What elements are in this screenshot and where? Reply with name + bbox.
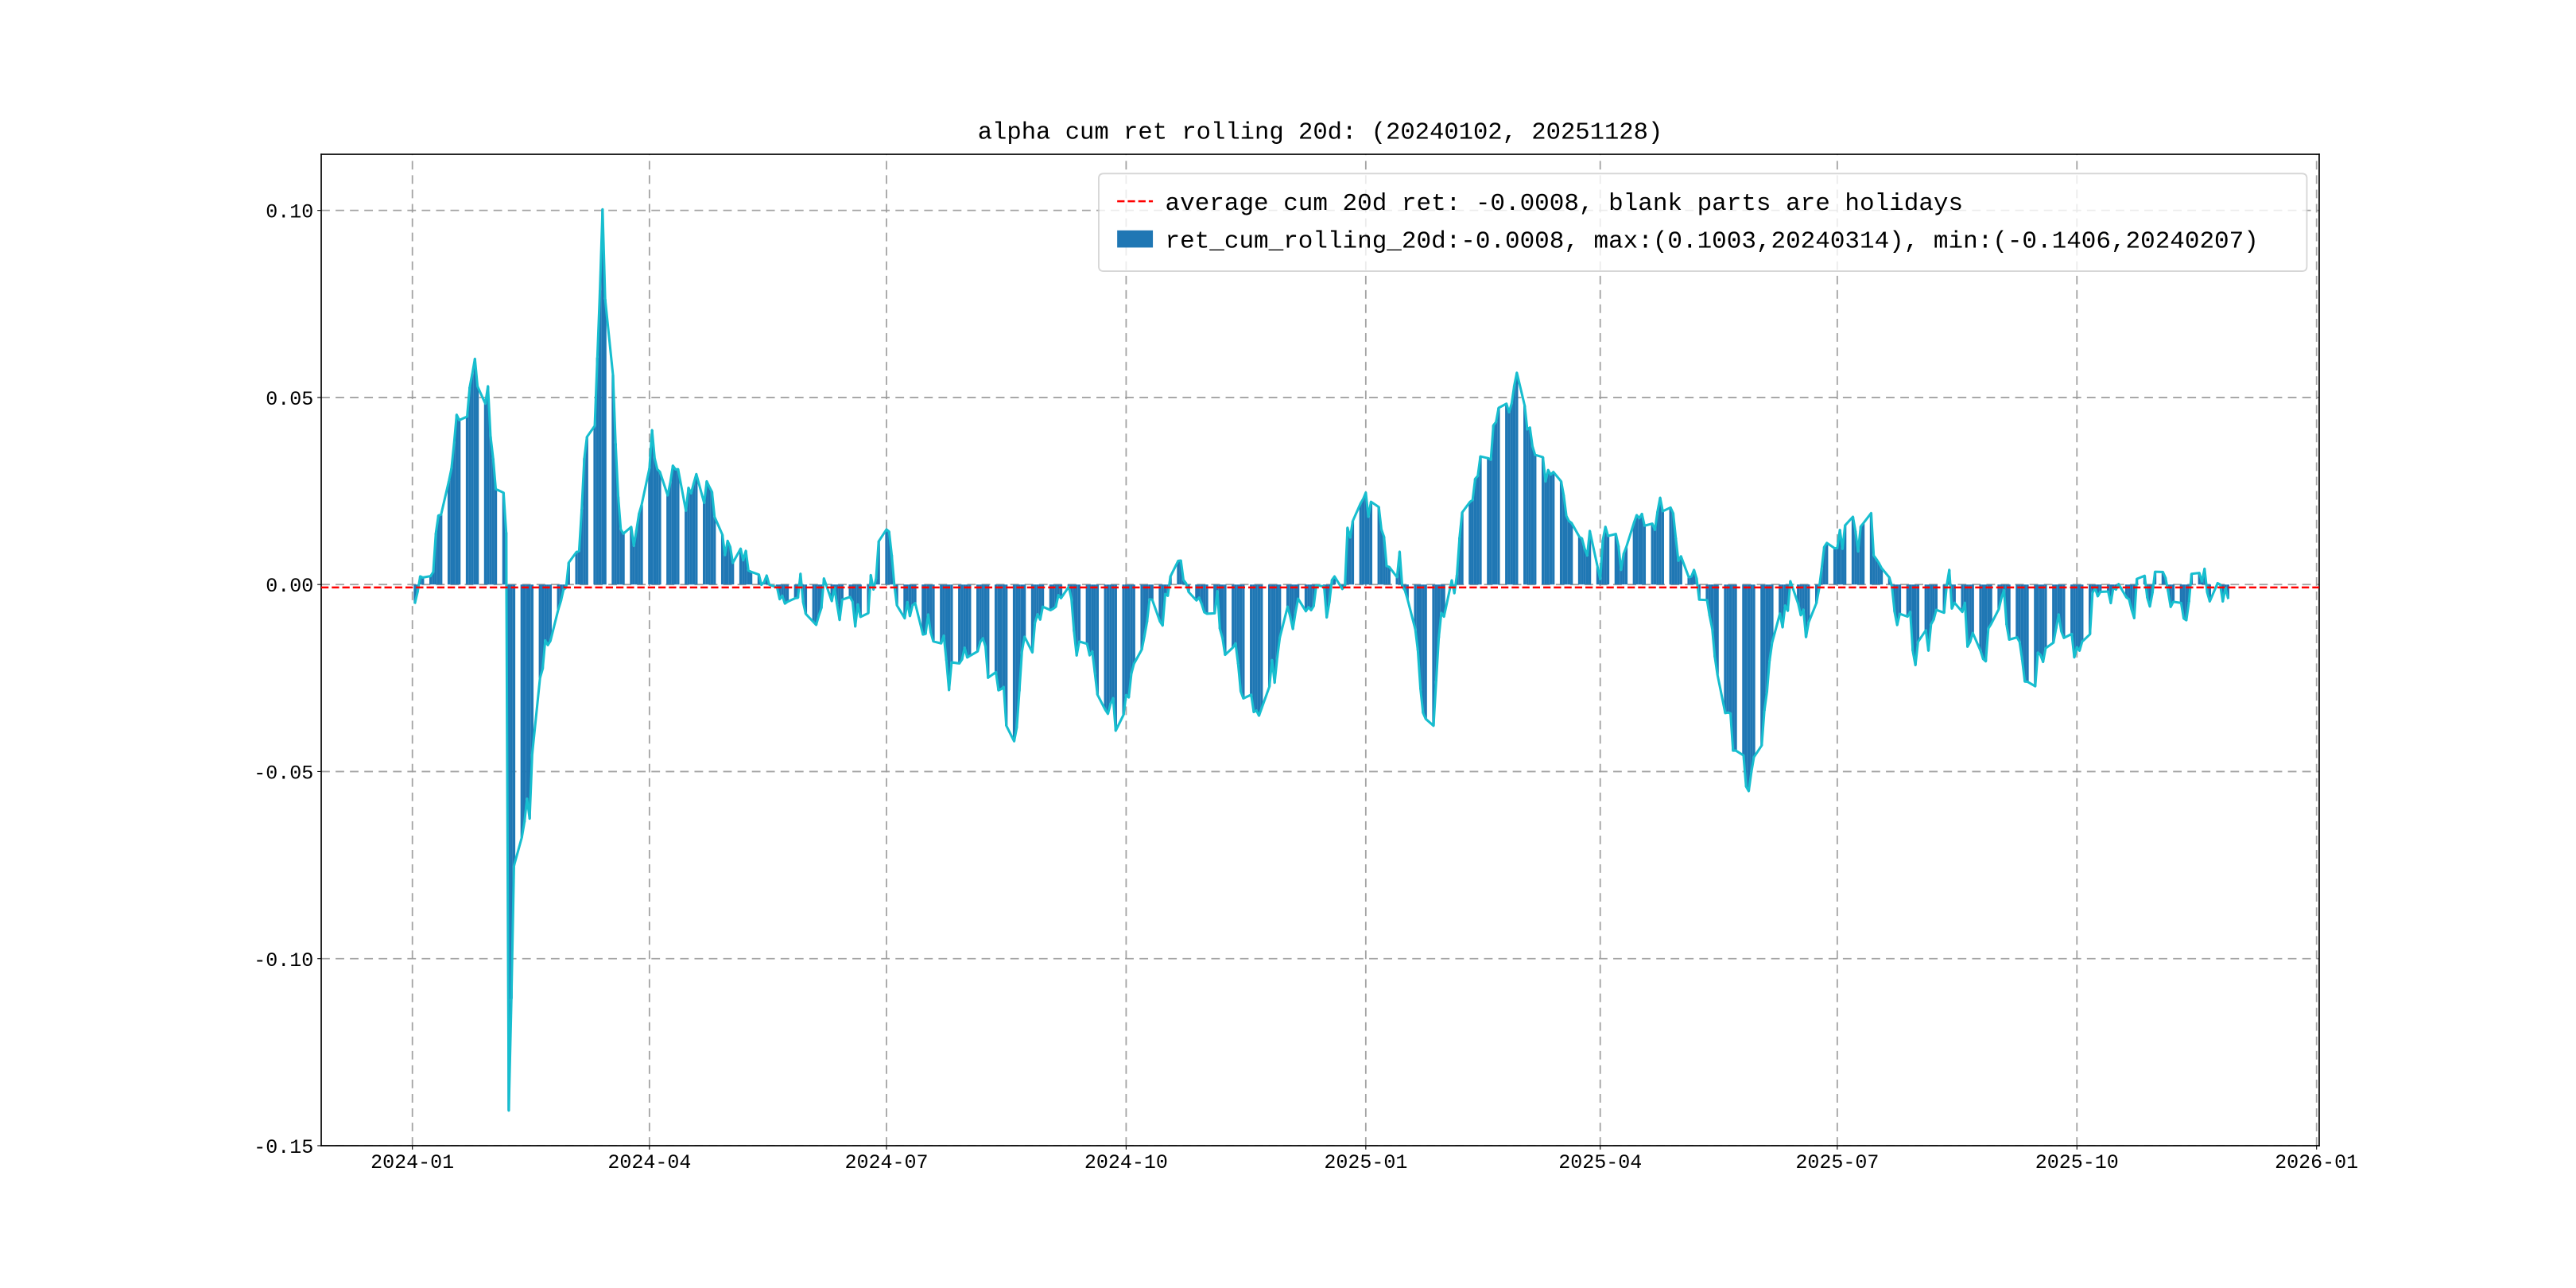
svg-text:0.00: 0.00 [266, 575, 313, 598]
svg-text:-0.15: -0.15 [254, 1136, 313, 1159]
svg-text:2024-10: 2024-10 [1084, 1151, 1168, 1174]
svg-text:2025-10: 2025-10 [2035, 1151, 2119, 1174]
svg-text:2025-07: 2025-07 [1795, 1151, 1879, 1174]
svg-text:2024-04: 2024-04 [607, 1151, 691, 1174]
svg-text:2024-07: 2024-07 [844, 1151, 928, 1174]
svg-text:-0.10: -0.10 [254, 949, 313, 972]
svg-text:2025-04: 2025-04 [1558, 1151, 1642, 1174]
svg-text:2024-01: 2024-01 [370, 1151, 454, 1174]
svg-text:alpha cum ret rolling 20d: (20: alpha cum ret rolling 20d: (20240102, 20… [978, 120, 1663, 147]
svg-text:-0.05: -0.05 [254, 762, 313, 786]
svg-text:2025-01: 2025-01 [1324, 1151, 1407, 1174]
svg-text:0.05: 0.05 [266, 388, 313, 411]
svg-text:2026-01: 2026-01 [2275, 1151, 2358, 1174]
svg-text:0.10: 0.10 [266, 201, 313, 224]
svg-text:average cum 20d ret: -0.0008,: average cum 20d ret: -0.0008, blank part… [1166, 190, 1964, 218]
svg-text:ret_cum_rolling_20d:-0.0008,: ret_cum_rolling_20d:-0.0008, max:(0.1003… [1166, 227, 2259, 255]
